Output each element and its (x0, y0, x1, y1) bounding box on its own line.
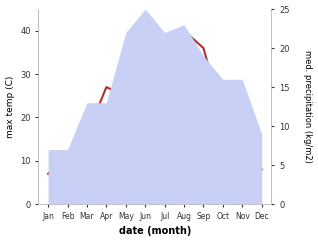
X-axis label: date (month): date (month) (119, 227, 191, 236)
Y-axis label: max temp (C): max temp (C) (5, 76, 15, 138)
Y-axis label: med. precipitation (kg/m2): med. precipitation (kg/m2) (303, 50, 313, 163)
